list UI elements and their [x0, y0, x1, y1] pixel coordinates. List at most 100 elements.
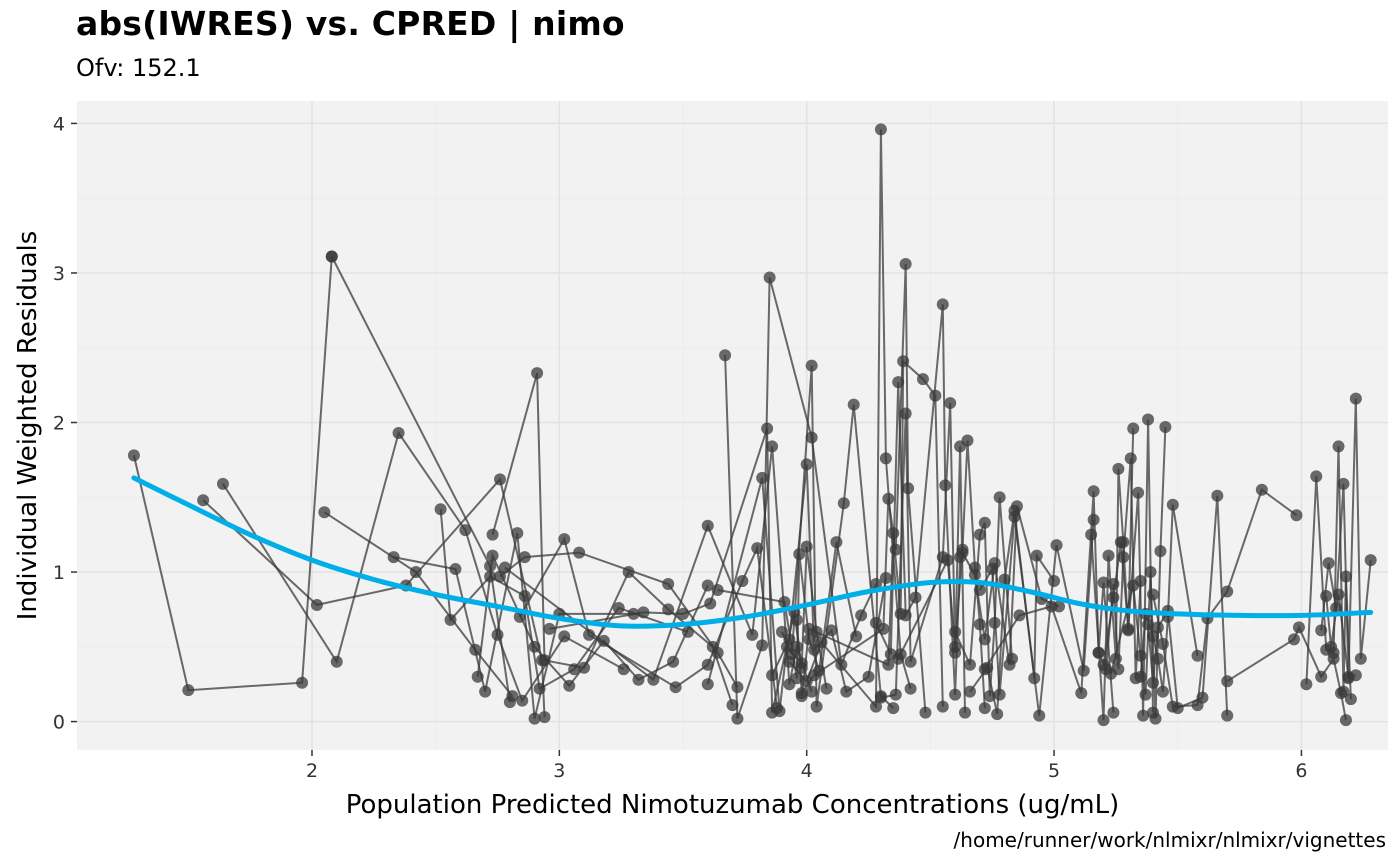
data-point — [1154, 545, 1167, 558]
data-point — [632, 673, 645, 686]
y-tick-label: 3 — [53, 263, 65, 285]
data-point — [1139, 688, 1152, 701]
data-point — [538, 711, 551, 724]
data-point — [1211, 489, 1224, 502]
data-point — [1003, 658, 1016, 671]
data-point — [459, 524, 472, 537]
data-point — [1028, 672, 1041, 685]
data-point — [897, 355, 910, 368]
data-point — [669, 681, 682, 694]
data-point — [805, 359, 818, 372]
data-point — [874, 691, 887, 704]
data-point — [830, 536, 843, 549]
x-axis-label: Population Predicted Nimotuzumab Concent… — [346, 790, 1120, 820]
data-point — [1292, 621, 1305, 634]
data-point — [1310, 470, 1323, 483]
data-point — [978, 516, 991, 529]
data-point — [1134, 649, 1147, 662]
data-point — [491, 628, 504, 641]
data-point — [899, 257, 912, 270]
chart-caption: /home/runner/work/nlmixr/nlmixr/vignette… — [953, 828, 1386, 852]
data-point — [1008, 510, 1021, 523]
data-point — [949, 688, 962, 701]
data-point — [1013, 609, 1026, 622]
data-point — [1109, 652, 1122, 665]
data-point — [808, 669, 821, 682]
data-point — [736, 575, 749, 588]
data-point — [766, 440, 779, 453]
data-point — [1221, 585, 1234, 598]
data-point — [840, 685, 853, 698]
data-point — [963, 658, 976, 671]
data-point — [862, 670, 875, 683]
data-point — [318, 506, 331, 519]
y-tick-label: 4 — [53, 113, 65, 135]
data-point — [543, 622, 556, 635]
data-point — [882, 658, 895, 671]
data-point — [874, 123, 887, 136]
grid-lines — [77, 101, 1388, 750]
data-point — [1124, 452, 1137, 465]
data-point — [1114, 536, 1127, 549]
data-point — [1122, 622, 1135, 635]
data-point — [746, 628, 759, 641]
data-point — [1339, 714, 1352, 727]
chart-title: abs(IWRES) vs. CPRED | nimo — [76, 4, 625, 43]
data-point — [835, 658, 848, 671]
data-point — [1142, 618, 1155, 631]
data-point — [978, 663, 991, 676]
data-point — [815, 636, 828, 649]
data-point — [793, 548, 806, 561]
data-point — [983, 690, 996, 703]
data-point — [528, 712, 541, 725]
data-point — [573, 546, 586, 559]
data-point — [434, 503, 447, 516]
data-point — [711, 646, 724, 659]
data-point — [889, 543, 902, 556]
data-point — [889, 688, 902, 701]
data-point — [1127, 579, 1140, 592]
series-line — [954, 497, 1013, 697]
data-point — [988, 616, 1001, 629]
data-point — [879, 452, 892, 465]
data-point — [1349, 669, 1362, 682]
data-point — [949, 625, 962, 638]
data-point — [959, 706, 972, 719]
data-point — [1048, 575, 1061, 588]
data-point — [701, 519, 714, 532]
data-point — [704, 597, 717, 610]
data-point — [498, 561, 511, 574]
data-point — [1354, 652, 1367, 665]
series-line — [323, 511, 514, 697]
data-point — [662, 603, 675, 616]
data-point — [1315, 670, 1328, 683]
data-point — [916, 373, 929, 386]
data-point — [1166, 700, 1179, 713]
data-point — [1104, 667, 1117, 680]
data-point — [216, 477, 229, 490]
data-point — [578, 661, 591, 674]
data-point — [778, 595, 791, 608]
data-point — [1322, 557, 1335, 570]
data-point — [879, 572, 892, 585]
y-axis-label: Individual Weighted Residuals — [13, 231, 43, 621]
data-point — [795, 690, 808, 703]
data-point — [662, 578, 675, 591]
series-line — [1097, 458, 1142, 679]
data-point — [528, 640, 541, 653]
smooth-line — [131, 475, 1374, 629]
x-tick-label: 2 — [306, 760, 318, 782]
data-point — [882, 492, 895, 505]
data-point — [558, 630, 571, 643]
data-point — [484, 570, 497, 583]
data-point — [647, 673, 660, 686]
data-point — [986, 563, 999, 576]
series-line — [132, 256, 333, 692]
data-point — [805, 431, 818, 444]
data-point — [820, 682, 833, 695]
data-point — [1315, 624, 1328, 637]
data-point — [825, 624, 838, 637]
data-point — [761, 422, 774, 435]
data-point — [751, 542, 764, 555]
data-point — [973, 618, 986, 631]
